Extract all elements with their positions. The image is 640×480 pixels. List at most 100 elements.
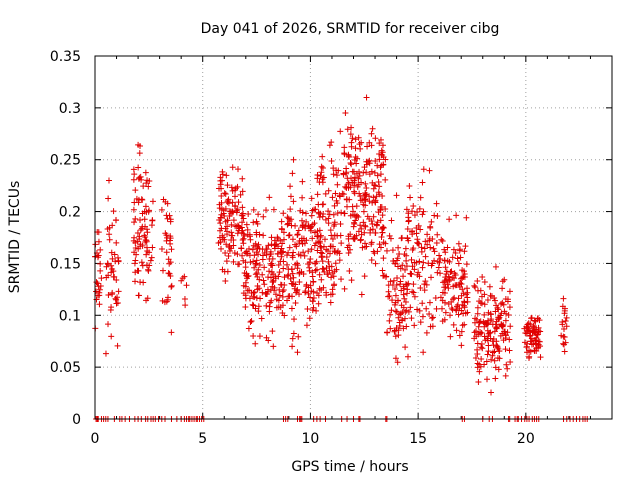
- data-point: [219, 236, 226, 243]
- data-point: [298, 217, 305, 224]
- data-point: [417, 285, 424, 292]
- data-point: [269, 283, 276, 290]
- data-point: [350, 223, 357, 230]
- data-point: [291, 316, 298, 323]
- data-point: [255, 211, 262, 218]
- data-point: [398, 302, 405, 309]
- data-point: [447, 333, 454, 340]
- data-point: [395, 332, 402, 339]
- data-point: [356, 168, 363, 175]
- data-point: [417, 319, 424, 326]
- data-point: [484, 297, 491, 304]
- data-point: [234, 206, 241, 213]
- data-point: [288, 305, 295, 312]
- data-point: [114, 300, 121, 307]
- plot-frame: [94, 55, 613, 420]
- data-point: [143, 226, 150, 233]
- data-point: [493, 325, 500, 332]
- data-point: [130, 206, 137, 213]
- data-point: [474, 287, 481, 294]
- data-point: [526, 333, 533, 340]
- data-point: [344, 244, 351, 251]
- data-point: [139, 196, 146, 203]
- data-point: [428, 218, 435, 225]
- data-point: [405, 308, 412, 315]
- data-point: [437, 294, 444, 301]
- data-point: [404, 281, 411, 288]
- data-point: [137, 173, 144, 180]
- data-point: [255, 241, 262, 248]
- data-point: [314, 175, 321, 182]
- data-point: [345, 180, 352, 187]
- data-point: [360, 208, 367, 215]
- data-point: [344, 126, 351, 133]
- data-point: [313, 266, 320, 273]
- data-point: [291, 285, 298, 292]
- data-point: [403, 257, 410, 264]
- data-point: [316, 285, 323, 292]
- data-point: [140, 279, 147, 286]
- data-point: [263, 207, 270, 214]
- data-point: [249, 301, 256, 308]
- data-point: [458, 342, 465, 349]
- data-point: [218, 193, 225, 200]
- data-point: [311, 220, 318, 227]
- data-point: [285, 249, 292, 256]
- data-point: [395, 244, 402, 251]
- data-point: [360, 201, 367, 208]
- data-point: [314, 191, 321, 198]
- data-point: [428, 262, 435, 269]
- data-point: [299, 178, 306, 185]
- data-point: [280, 248, 287, 255]
- data-point: [337, 128, 344, 135]
- data-point: [250, 332, 257, 339]
- data-point: [525, 325, 532, 332]
- data-point: [425, 260, 432, 267]
- data-point: [562, 317, 569, 324]
- data-point: [296, 291, 303, 298]
- data-point: [453, 212, 460, 219]
- data-point: [399, 262, 406, 269]
- data-point: [279, 293, 286, 300]
- data-point: [363, 243, 370, 250]
- data-point: [280, 229, 287, 236]
- data-point: [342, 170, 349, 177]
- data-point: [362, 240, 369, 247]
- data-point: [105, 177, 112, 184]
- data-point: [456, 332, 463, 339]
- x-axis-label: GPS time / hours: [291, 459, 408, 475]
- data-point: [494, 354, 501, 361]
- data-point: [484, 376, 491, 383]
- data-point: [559, 321, 566, 328]
- data-point: [371, 169, 378, 176]
- data-point: [113, 277, 120, 284]
- data-point: [334, 181, 341, 188]
- data-point: [239, 204, 246, 211]
- data-point: [359, 244, 366, 251]
- data-point: [112, 295, 119, 302]
- data-point: [386, 317, 393, 324]
- data-point: [290, 274, 297, 281]
- data-point: [271, 237, 278, 244]
- data-point: [218, 199, 225, 206]
- data-point: [530, 325, 537, 332]
- data-point: [372, 157, 379, 164]
- data-point: [106, 236, 113, 243]
- data-point: [252, 340, 259, 347]
- data-point: [95, 252, 102, 259]
- data-point: [476, 298, 483, 305]
- data-point: [376, 140, 383, 147]
- data-point: [369, 179, 376, 186]
- data-point: [376, 183, 383, 190]
- data-point: [502, 335, 509, 342]
- data-point: [332, 260, 339, 267]
- data-point: [313, 307, 320, 314]
- data-point: [310, 278, 317, 285]
- data-point: [375, 189, 382, 196]
- data-point: [167, 216, 174, 223]
- data-point: [329, 194, 336, 201]
- data-point: [228, 210, 235, 217]
- data-point: [137, 226, 144, 233]
- data-point: [165, 256, 172, 263]
- data-point: [231, 249, 238, 256]
